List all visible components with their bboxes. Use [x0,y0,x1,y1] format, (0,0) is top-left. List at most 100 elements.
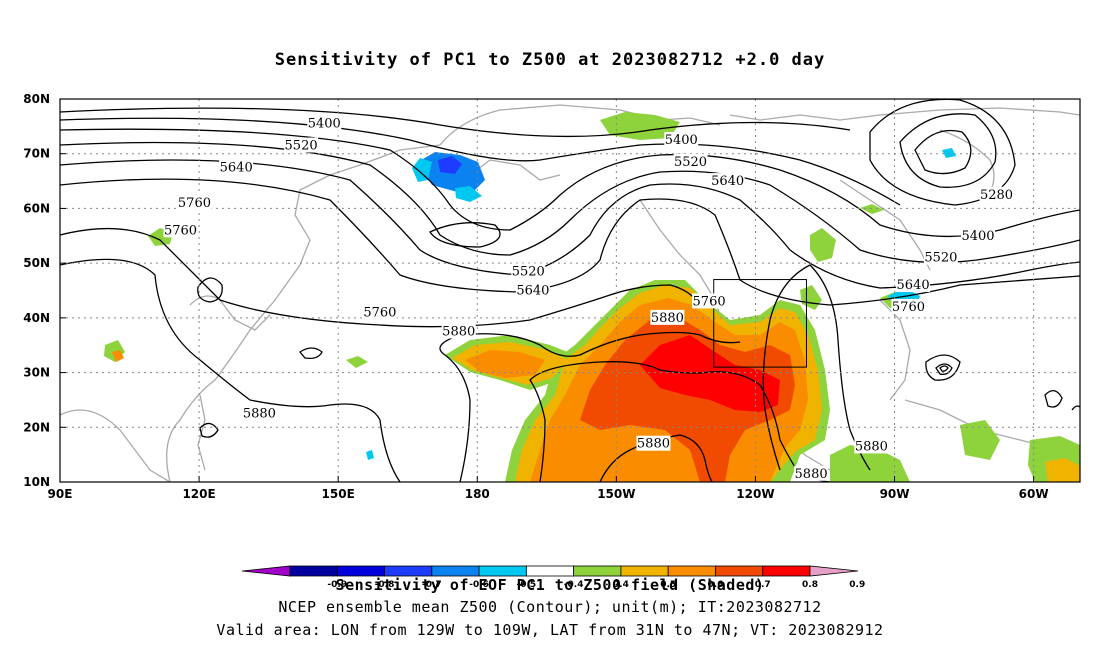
lat-label: 50N [23,256,50,270]
lat-lon-grid [60,99,1080,482]
contour-label-bg [710,173,745,189]
colorbar-cell [715,565,764,577]
lon-label: 90W [880,487,910,501]
contour-label: 5880 [795,467,828,482]
contour-label-bg [636,435,671,451]
colorbar-cell [384,565,433,577]
contour-label-bg [219,159,254,175]
lat-label: 10N [23,475,50,489]
caption-valid-area: Valid area: LON from 129W to 109W, LAT f… [216,621,884,639]
longitude-labels: 90E 120E 150E 180 150W 120W 90W 60W [48,476,1049,501]
contour-label: 5400 [665,133,698,148]
contour-labels: 5400 5520 5640 5760 5760 5880 5880 5760 5640 5520… [163,115,1014,482]
colorbar-cell [525,565,575,577]
lon-label: 180 [465,487,490,501]
colorbar-cell [573,565,622,577]
colorbar-label: -0.4 [564,580,584,590]
caption-contour: NCEP ensemble mean Z500 (Contour); unit(… [278,598,822,616]
lon-label: 120W [736,487,774,501]
contour-label: 5760 [693,294,726,309]
z500-contours [60,99,1080,482]
contour-label-bg [794,465,829,481]
colorbar-low-arrow [241,565,291,577]
valid-area-box [713,279,807,368]
colorbar-label: -0.9 [327,580,347,590]
contour-label: 5640 [711,174,744,189]
caption-shading: Sensitivity of EOF PC1 to Z500 field (Sh… [335,576,765,594]
plot-frame [59,98,1081,483]
contour-label: 5640 [516,284,549,299]
contour-label: 5880 [855,439,888,454]
contour-label-bg [177,194,212,210]
lon-label: 150E [322,487,355,501]
contour-label: 5400 [308,117,341,132]
contour-label-bg [441,323,476,339]
colorbar-label: -0.8 [375,580,395,590]
colorbar-cell [431,565,480,577]
colorbar-label: 0.6 [707,580,723,590]
colorbar-cell [478,565,527,577]
latitude-labels: 80N 70N 60N 50N 40N 30N 20N 10N [23,92,66,489]
map-title: Sensitivity of PC1 to Z500 at 2023082712… [274,50,826,70]
colorbar-cell [620,565,669,577]
contour-label-bg [692,293,727,309]
lon-label: 120E [182,487,215,501]
contour-label: 5640 [897,278,930,293]
contour-label-bg [979,186,1014,202]
contour-label: 5880 [442,325,475,340]
contour-label-bg [515,282,550,298]
contour-label: 5880 [243,407,276,422]
lat-label: 70N [23,147,50,161]
contour-label-bg [511,263,546,279]
contour-label-bg [242,405,277,421]
contour-label: 5520 [285,139,318,154]
colorbar-cell [667,565,716,577]
contour-label-bg [664,132,699,148]
colorbar-label: 0.8 [802,580,818,590]
contour-label-bg [896,277,931,293]
contour-label-bg [854,438,889,454]
lon-label: 150W [597,487,635,501]
lat-label: 30N [23,366,50,380]
colorbar-label: 0.7 [755,580,771,590]
colorbar-label: 0.5 [660,580,676,590]
contour-label-bg [362,304,397,320]
colorbar-label: -0.6 [469,580,489,590]
contour-label: 5520 [674,155,707,170]
colorbar-label: 0.4 [613,580,629,590]
colorbar-label: -0.7 [422,580,442,590]
colorbar-cell [289,565,338,577]
lat-label: 60N [23,201,50,215]
colorbar-label: 0.9 [849,580,865,590]
contour-label-bg [163,222,198,238]
colorbar-high-arrow [809,565,859,577]
contour-label-bg [284,137,319,153]
colorbar-cell [336,565,385,577]
colorbar-cell [762,565,811,577]
contour-label-bg [891,298,926,314]
contour-label-bg [923,249,958,265]
contour-label: 5760 [164,223,197,238]
contour-label: 5760 [363,305,396,320]
contour-label: 5760 [178,196,211,211]
contour-label-bg [961,227,995,243]
contour-label: 5400 [961,229,994,244]
contour-label: 5520 [512,264,545,279]
colorbar-label: -0.5 [517,580,537,590]
contour-label: 5880 [637,437,670,452]
contour-label: 5640 [220,160,253,175]
colorbar: -0.9 -0.8 -0.7 -0.6 -0.5 -0.4 0.4 0.5 0.6 0.7 0.8 0… [241,565,865,590]
contour-label: 5760 [892,300,925,315]
lat-label: 80N [23,92,50,106]
contour-label: 5520 [924,251,957,266]
contour-label-bg [650,309,685,325]
contour-label-bg [673,153,708,169]
lon-label: 90E [48,487,73,501]
lat-label: 40N [23,311,50,325]
lat-label: 20N [23,420,50,434]
contour-label: 5880 [651,311,684,326]
contour-label-bg [307,115,342,131]
contour-label: 5280 [980,188,1013,203]
lon-label: 60W [1019,487,1049,501]
